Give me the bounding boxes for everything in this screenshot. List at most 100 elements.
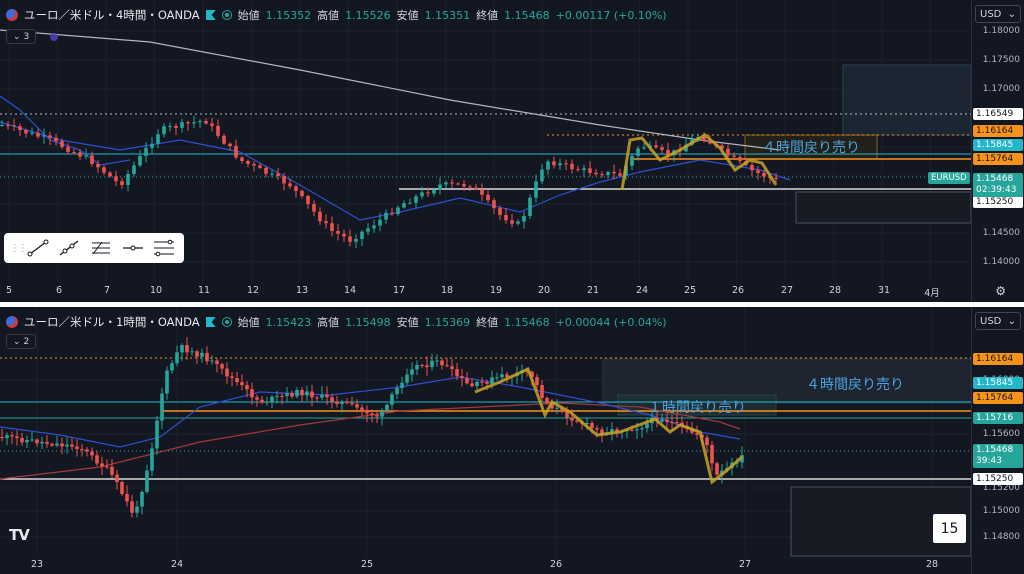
bot-candle-body — [345, 401, 349, 403]
market-status-icon — [221, 10, 232, 20]
bot-candle-body — [615, 429, 619, 432]
bot-candle-body — [635, 429, 639, 431]
top-time-label: 6 — [55, 285, 63, 296]
chart-canvas-1h[interactable] — [0, 307, 971, 558]
top-time-label: 27 — [780, 285, 794, 296]
indicator-collapse-button[interactable]: ⌄ 3 — [6, 29, 37, 44]
annotation-4h-sell[interactable]: ４時間戻り売り — [762, 140, 860, 156]
settings-gear-icon[interactable]: ⚙ — [995, 284, 1006, 298]
bot-candle-body — [365, 409, 369, 414]
top-time-label: 18 — [440, 285, 454, 296]
time-axis-4h[interactable]: 5 6 7 10 11 12 13 14 17 18 19 20 21 24 25 26 27 28 31 4月 — [0, 282, 971, 299]
symbol-title[interactable]: ユーロ／米ドル・1時間・OANDA — [24, 315, 200, 329]
bot-candle-body — [480, 381, 484, 383]
pane-divider[interactable] — [0, 302, 1024, 307]
top-time-label: 28 — [828, 285, 842, 296]
ma-20-line-left — [0, 95, 131, 166]
bot-candle-body — [465, 378, 469, 384]
currency-select[interactable]: USD ⌄ — [975, 5, 1021, 23]
top-candle-body — [264, 167, 268, 174]
bot-candle-body — [115, 474, 119, 482]
top-candle-body — [582, 168, 586, 171]
change-value: +0.00117 (+0.10%) — [555, 8, 667, 22]
top-candle-body — [48, 135, 52, 138]
top-candle-body — [168, 126, 172, 128]
price-axis-1h[interactable]: USD ⌄ 1.160001.156001.152001.150001.1480… — [971, 307, 1024, 574]
top-candle-body — [258, 165, 262, 168]
indicator-count: 3 — [23, 31, 30, 42]
horizontal-line-tool-icon[interactable] — [119, 236, 147, 260]
top-candle-body — [588, 168, 592, 173]
top-time-label: 7 — [103, 285, 111, 296]
annotation-4h-sell[interactable]: ４時間戻り売り — [806, 377, 904, 393]
bot-candle-body — [565, 409, 569, 418]
price-axis-4h[interactable]: USD ⌄ 1.18000 1.17500 1.17000 1.14500 1.1400… — [971, 0, 1024, 302]
bot-candle-body — [315, 397, 319, 399]
flag-marker-icon[interactable] — [205, 317, 216, 327]
bot-candle-body — [70, 444, 74, 447]
top-candle-body — [354, 238, 358, 242]
flag-marker-icon[interactable] — [205, 10, 216, 20]
bot-candle-body — [105, 466, 109, 468]
bot-candle-body — [705, 437, 709, 446]
market-status-icon — [221, 317, 232, 327]
top-candle-body — [282, 176, 286, 184]
indicator-collapse-button[interactable]: ⌄ 2 — [6, 334, 37, 349]
top-candle-body — [30, 132, 34, 134]
bot-candle-body — [715, 463, 719, 475]
bot-candle-body — [415, 364, 419, 370]
time-axis-1h[interactable]: 23 24 25 26 27 28 — [0, 556, 971, 572]
bot-candle-body — [130, 501, 134, 513]
currency-select[interactable]: USD ⌄ — [975, 312, 1021, 330]
bot-candle-body — [310, 391, 314, 398]
chart-canvas-4h[interactable] — [0, 0, 971, 286]
top-time-label: 31 — [877, 285, 891, 296]
top-candle-body — [516, 221, 520, 224]
high-value: 1.15526 — [345, 8, 391, 22]
top-tick-label: 1.18000 — [982, 26, 1020, 36]
open-value: 1.15423 — [265, 315, 312, 329]
drawing-toolbar[interactable]: ⋮⋮ — [4, 233, 184, 263]
bot-candle-body — [540, 385, 544, 398]
top-candle-body — [738, 156, 742, 162]
top-candle-body — [564, 163, 568, 165]
chart-pane-1h[interactable]: ユーロ／米ドル・1時間・OANDA 始値 1.15423 高値 1.15498 安値… — [0, 307, 1024, 574]
ray-tool-icon[interactable] — [56, 236, 84, 260]
bot-price-tag: 1.15250 — [973, 473, 1023, 485]
bot-candle-body — [490, 377, 494, 384]
top-price-tag: 1.15250 — [973, 196, 1023, 208]
bot-candle-body — [550, 403, 554, 409]
bot-candle-body — [0, 437, 4, 438]
top-candle-body — [612, 171, 616, 174]
top-candle-body — [312, 204, 316, 212]
bot-candle-body — [65, 444, 69, 447]
bot-candle-body — [645, 423, 649, 429]
bot-candle-body — [320, 394, 324, 398]
trend-line-tool-icon[interactable] — [24, 236, 52, 260]
bot-price-tag: 1.16164 — [973, 353, 1023, 365]
top-candle-body — [198, 120, 202, 123]
top-candle-body — [474, 187, 478, 190]
top-candle-body — [300, 190, 304, 196]
fib-retracement-tool-icon[interactable] — [87, 236, 115, 260]
tradingview-logo[interactable]: TV — [9, 526, 30, 544]
top-time-label: 25 — [683, 285, 697, 296]
bot-time-label: 23 — [30, 559, 44, 570]
top-candle-body — [138, 155, 142, 166]
last-price: 1.15468 — [976, 174, 1014, 184]
high-value: 1.15498 — [345, 315, 391, 329]
symbol-title[interactable]: ユーロ／米ドル・4時間・OANDA — [24, 8, 200, 22]
timeframe-badge[interactable]: 15 — [933, 514, 966, 543]
bot-tick-label: 1.15600 — [982, 429, 1020, 439]
bot-time-label: 28 — [925, 559, 939, 570]
bot-candle-body — [385, 404, 389, 412]
bot-candle-body — [90, 451, 94, 456]
annotation-1h-sell[interactable]: １時間戻り売り — [648, 400, 746, 416]
top-tick-label: 1.17500 — [982, 55, 1020, 65]
bot-candle-body — [260, 399, 264, 403]
top-candle-body — [462, 183, 466, 187]
parallel-lines-tool-icon[interactable] — [150, 236, 178, 260]
chart-pane-4h[interactable]: ユーロ／米ドル・4時間・OANDA 始値 1.15352 高値 1.15526 安値… — [0, 0, 1024, 302]
bot-candle-body — [470, 383, 474, 387]
drag-handle-icon[interactable]: ⋮⋮ — [10, 242, 28, 254]
